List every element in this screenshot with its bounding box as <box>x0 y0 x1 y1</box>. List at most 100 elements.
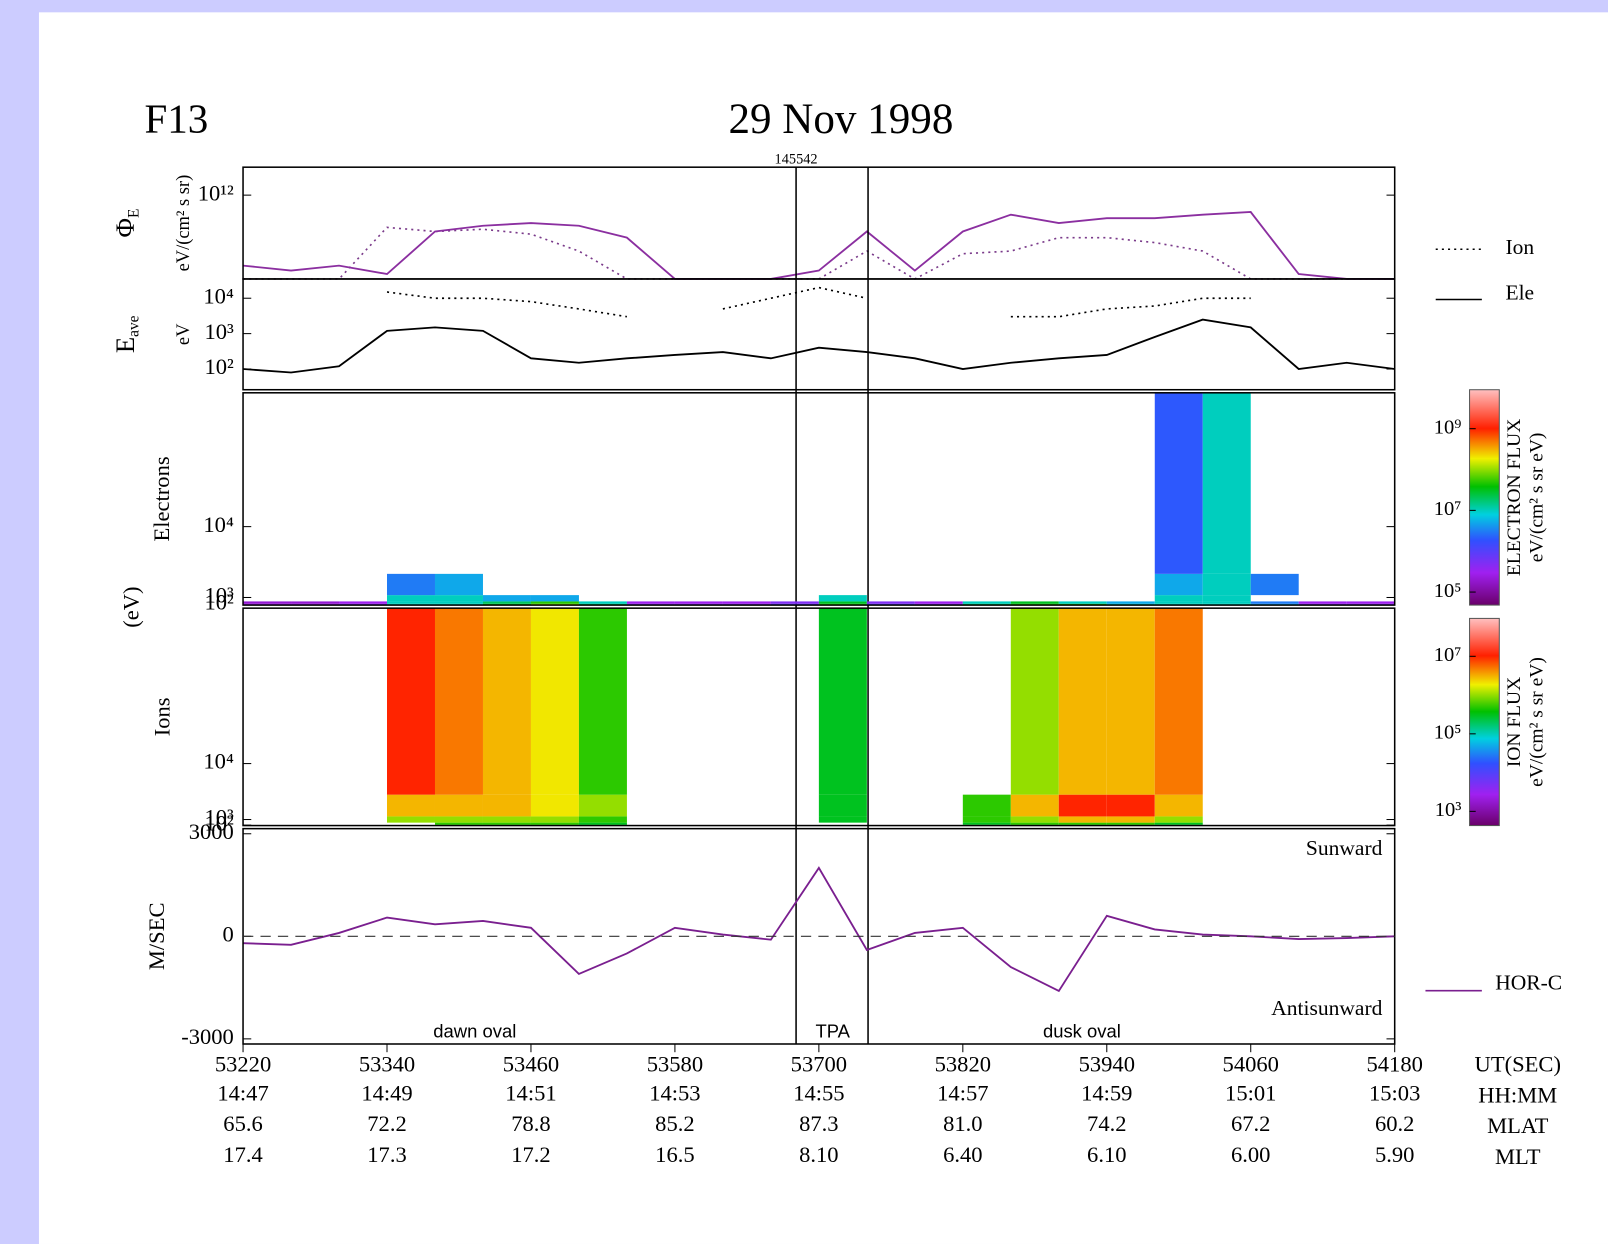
satellite-label: F13 <box>144 95 208 141</box>
x-row-label: 8.10 <box>799 1142 838 1167</box>
colorbar <box>1469 389 1500 606</box>
data-line <box>243 866 1395 993</box>
y-label: ΦE <box>110 209 142 238</box>
spectrogram-cell <box>530 595 579 602</box>
spectrogram-cell <box>962 601 1011 604</box>
spectrogram-cell <box>1154 573 1203 596</box>
annotation: Sunward <box>1306 836 1383 860</box>
legend-label: Ele <box>1505 280 1534 304</box>
spectrogram-cell <box>578 816 627 823</box>
spectrogram-cell <box>387 816 435 823</box>
y-tick-label: 0 <box>223 921 234 946</box>
data-line <box>242 318 1395 374</box>
region-label: dusk oval <box>1043 1021 1121 1042</box>
y-tick-label: 10⁴ <box>203 512 234 537</box>
spectrogram-cell <box>1058 822 1107 825</box>
spectrogram-cell <box>1202 601 1251 604</box>
spectrogram-cell <box>1154 822 1203 825</box>
y-tick-label: 10³ <box>205 319 235 344</box>
x-row-label: 72.2 <box>367 1111 406 1136</box>
spectrogram-cell <box>1202 603 1251 605</box>
spectrogram-cell <box>1154 603 1203 605</box>
spectrogram-cell <box>482 595 531 602</box>
x-tick-label: 53820 <box>935 1052 991 1077</box>
spectrogram-cell <box>387 595 435 602</box>
spectrogram-cell <box>1202 595 1251 602</box>
annotation: Antisunward <box>1271 996 1382 1020</box>
spectrogram-cell <box>530 822 579 825</box>
x-row-label: 6.00 <box>1231 1142 1270 1167</box>
y-tick-label: 3000 <box>189 819 234 844</box>
spectrogram-cell <box>1250 573 1299 596</box>
colorbar-label: ION FLUX <box>1504 677 1525 767</box>
spectrogram-cell <box>578 794 627 817</box>
data-line <box>242 211 1395 280</box>
y-tick-label: 10² <box>205 590 235 615</box>
colorbar-tick-label: 10⁷ <box>1434 644 1462 666</box>
spectrogram-cell <box>1346 601 1395 604</box>
colorbar-tick-label: 10⁷ <box>1434 498 1462 520</box>
x-row-label: 74.2 <box>1087 1111 1126 1136</box>
spectrogram-cell <box>770 601 819 604</box>
x-row-name: MLT <box>1495 1144 1541 1169</box>
x-tick-label: 53580 <box>647 1052 703 1077</box>
spectrogram-cell <box>530 816 579 823</box>
x-row-label: 14:57 <box>937 1080 988 1105</box>
spectrogram-cell <box>578 608 627 795</box>
colorbar-tick-label: 10⁵ <box>1434 580 1462 602</box>
spectrogram-cell <box>1106 794 1155 817</box>
x-row-label: 85.2 <box>655 1111 694 1136</box>
spectrogram-cell <box>626 603 675 605</box>
spectrogram-cell <box>1058 603 1107 605</box>
spectrogram-cell <box>1010 603 1059 605</box>
spectrogram-cell <box>1058 816 1107 823</box>
x-row-label: 6.10 <box>1087 1142 1126 1167</box>
y-label-sub: ave <box>125 315 142 337</box>
spectrogram-cell <box>1154 794 1203 817</box>
y-tick-label: 10⁴ <box>203 749 234 774</box>
spectrogram-cell <box>1010 601 1059 604</box>
spectrogram-cell <box>434 608 483 795</box>
y-tick-label: 10² <box>205 354 235 379</box>
spectrogram-cell <box>434 603 483 605</box>
spectrogram-cell <box>243 601 292 604</box>
spectrogram-cell <box>482 601 531 604</box>
spectrogram-cell <box>722 601 771 604</box>
spectrogram-cell <box>434 794 483 817</box>
x-row-label: 5.90 <box>1375 1142 1414 1167</box>
spectrogram-cell <box>818 601 867 604</box>
spectrogram-cell <box>243 603 292 605</box>
spectrogram-cell <box>1202 392 1251 574</box>
spectrogram-cell <box>962 603 1011 605</box>
spectrogram-cell <box>339 603 388 605</box>
colorbar <box>1469 617 1500 827</box>
spectrogram-cell <box>482 603 531 605</box>
colorbar-tick-label: 10³ <box>1435 799 1462 821</box>
spectrogram-cell <box>434 601 483 604</box>
spectrogram-cell <box>1010 816 1059 823</box>
spectrogram-cell <box>530 601 579 604</box>
spectrogram-cell <box>482 822 531 825</box>
spectrogram-cell <box>578 601 627 604</box>
y-tick-label: -3000 <box>181 1024 234 1049</box>
x-row-label: 14:49 <box>361 1080 412 1105</box>
spectrogram-cell <box>1154 595 1203 602</box>
x-row-label: 65.6 <box>223 1111 262 1136</box>
spectrogram-cell <box>818 794 867 817</box>
spectrogram-cell <box>1106 608 1155 795</box>
y-label: Electrons <box>149 456 174 541</box>
spectrogram-cell <box>578 603 627 605</box>
x-tick-label: 54060 <box>1223 1052 1279 1077</box>
spectrogram-cell <box>1298 601 1347 604</box>
y-tick-label: 10³ <box>205 583 235 608</box>
x-row-label: 17.2 <box>511 1142 550 1167</box>
x-row-label: 67.2 <box>1231 1111 1270 1136</box>
spectrogram-cell <box>1250 603 1299 605</box>
spectrogram-cell <box>818 595 867 602</box>
spectrogram-cell <box>482 816 531 823</box>
y-tick-label: 10³ <box>205 805 235 830</box>
x-row-label: 14:55 <box>793 1080 844 1105</box>
spectrogram-cell <box>818 608 867 795</box>
spectrogram-cell <box>722 603 771 605</box>
